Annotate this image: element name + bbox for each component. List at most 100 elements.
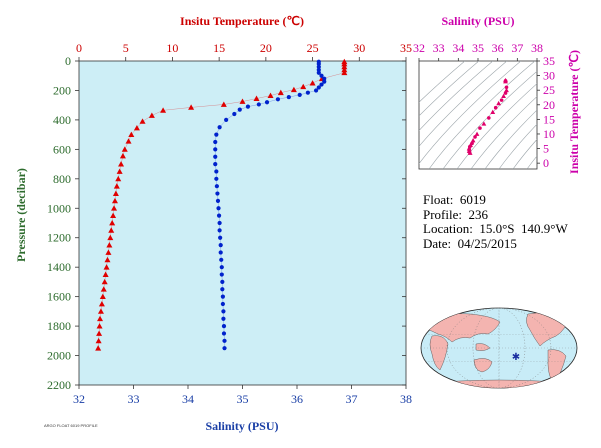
salinity-point bbox=[219, 265, 224, 270]
float-id: Float: 6019 bbox=[423, 192, 486, 207]
ts-point bbox=[503, 79, 508, 84]
salinity-point bbox=[220, 279, 225, 285]
salinity-point bbox=[245, 104, 251, 109]
ts-temperature-tick-label: 5 bbox=[543, 142, 549, 156]
pressure-tick-label: 600 bbox=[53, 142, 71, 156]
density-contour bbox=[484, 109, 537, 169]
ts-salinity-tick-label: 37 bbox=[511, 41, 523, 55]
salinity-point bbox=[213, 154, 218, 159]
temperature-point bbox=[239, 98, 246, 104]
salinity-point bbox=[217, 220, 222, 226]
salinity-tick-label: 33 bbox=[128, 392, 140, 406]
temperature-tick-label: 10 bbox=[166, 41, 178, 55]
ts-point bbox=[504, 85, 509, 90]
ts-point bbox=[493, 105, 498, 110]
pressure-tick-label: 1800 bbox=[47, 319, 71, 333]
profile-plot-background bbox=[78, 60, 407, 386]
temperature-point bbox=[160, 107, 167, 113]
density-contour bbox=[512, 138, 537, 169]
temperature-point bbox=[300, 83, 307, 90]
temperature-point bbox=[97, 315, 104, 322]
ts-salinity-tick-label: 33 bbox=[433, 41, 445, 55]
ts-point bbox=[478, 126, 482, 130]
pressure-axis-ticks: 0 200 400 600 800 1000 1200 1400 1600 1800 2000 220… bbox=[47, 54, 406, 392]
salinity-point bbox=[221, 331, 227, 336]
temperature-point bbox=[188, 104, 195, 110]
profile-chart: 0 5 10 15 20 25 30 35 32 33 34 35 36 37 38 0 200 400 600… bbox=[14, 14, 412, 433]
temperature-point bbox=[111, 197, 118, 204]
density-contour bbox=[470, 96, 537, 169]
ts-point bbox=[470, 137, 476, 143]
salinity-tick-label: 34 bbox=[182, 392, 194, 406]
temperature-tick-label: 30 bbox=[353, 41, 365, 55]
pressure-axis-label: Pressure (decibar) bbox=[14, 168, 28, 262]
temperature-point bbox=[125, 138, 132, 144]
pressure-tick-label: 2200 bbox=[47, 378, 71, 392]
salinity-point bbox=[237, 107, 242, 112]
temperature-point bbox=[220, 101, 227, 107]
ts-salinity-tick-label: 38 bbox=[531, 41, 543, 55]
ts-temperature-tick-label: 20 bbox=[543, 98, 555, 112]
temperature-point bbox=[97, 308, 104, 314]
salinity-axis-ticks: 32 33 34 35 36 37 38 bbox=[73, 385, 412, 406]
ts-point bbox=[487, 116, 491, 120]
temperature-point bbox=[95, 345, 102, 351]
pressure-tick-label: 1600 bbox=[47, 290, 71, 304]
footer-note: ARGO FLOAT 6019 PROFILE bbox=[44, 423, 98, 428]
ts-temperature-tick-label: 25 bbox=[543, 83, 555, 97]
temperature-point bbox=[102, 271, 109, 277]
profile-date: Date: 04/25/2015 bbox=[423, 235, 517, 251]
temperature-point bbox=[101, 278, 108, 285]
salinity-point bbox=[316, 64, 321, 69]
salinity-point bbox=[319, 82, 324, 87]
temperature-point bbox=[99, 293, 106, 300]
salinity-point bbox=[275, 97, 281, 102]
density-contour bbox=[419, 61, 494, 132]
temperature-point bbox=[103, 264, 110, 270]
world-map: ✱ bbox=[420, 307, 578, 389]
pressure-tick-label: 2000 bbox=[47, 349, 71, 363]
ts-temperature-tick-label: 10 bbox=[543, 127, 555, 141]
temperature-point bbox=[111, 205, 118, 211]
temperature-point bbox=[309, 80, 316, 86]
temperature-point bbox=[106, 242, 113, 248]
salinity-point bbox=[316, 61, 321, 67]
temperature-tick-label: 20 bbox=[260, 41, 272, 55]
temperature-point bbox=[148, 112, 155, 118]
salinity-axis-label: Salinity (PSU) bbox=[205, 419, 278, 433]
temperature-point bbox=[96, 330, 103, 336]
temperature-point bbox=[277, 89, 284, 96]
salinity-point bbox=[316, 70, 321, 75]
temperature-point bbox=[341, 60, 348, 67]
temperature-point bbox=[95, 337, 102, 344]
ts-temperature-tick-label: 30 bbox=[543, 69, 555, 83]
salinity-tick-label: 32 bbox=[73, 392, 85, 406]
temperature-point bbox=[115, 175, 122, 182]
temperature-point bbox=[98, 301, 105, 307]
salinity-point bbox=[218, 250, 223, 255]
salinity-point bbox=[216, 213, 222, 218]
temperature-tick-label: 0 bbox=[76, 41, 82, 55]
salinity-point bbox=[222, 346, 227, 351]
temperature-point bbox=[108, 227, 115, 233]
density-contour bbox=[419, 61, 522, 165]
salinity-point bbox=[215, 198, 221, 204]
temperature-point bbox=[107, 234, 114, 241]
salinity-point bbox=[214, 169, 219, 174]
temperature-point bbox=[133, 125, 140, 131]
temperature-point bbox=[139, 118, 146, 124]
salinity-point bbox=[222, 338, 227, 343]
ts-temperature-tick-label: 15 bbox=[543, 112, 555, 126]
temperature-point bbox=[341, 69, 348, 76]
density-contour bbox=[428, 61, 536, 169]
temperature-point bbox=[110, 212, 117, 219]
profile-series bbox=[95, 58, 348, 351]
salinity-point bbox=[217, 228, 222, 233]
salinity-point bbox=[322, 76, 327, 81]
salinity-tick-label: 36 bbox=[291, 392, 303, 406]
salinity-point bbox=[213, 147, 218, 152]
ts-point bbox=[490, 109, 496, 115]
salinity-point bbox=[216, 206, 221, 211]
temperature-point bbox=[112, 190, 119, 196]
temperature-point bbox=[128, 131, 135, 138]
